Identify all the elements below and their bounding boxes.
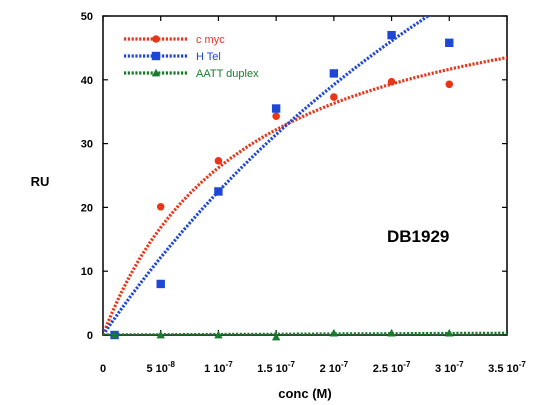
- legend-label-2: H Tel: [196, 51, 221, 63]
- x-tick-label: 0: [100, 363, 106, 375]
- data-point-series-1: [156, 202, 165, 211]
- x-tick-label: 1.5 10-7: [257, 360, 295, 375]
- data-point-series-1: [214, 157, 223, 165]
- data-point-series-3: [110, 330, 119, 339]
- data-point-series-2: [445, 38, 454, 47]
- x-axis-title: conc (M): [278, 386, 331, 401]
- y-axis-title: RU: [31, 174, 50, 189]
- data-point-series-2: [387, 30, 396, 40]
- legend-label-3: AATT duplex: [196, 68, 259, 80]
- x-tick-label: 5 10-8: [146, 360, 175, 375]
- data-point-series-1: [445, 80, 454, 89]
- data-point-series-3: [214, 330, 223, 339]
- fit-curve-series-1: [103, 56, 507, 335]
- y-tick-label: 0: [87, 330, 93, 342]
- data-point-series-2: [271, 104, 281, 113]
- y-tick-label: 30: [81, 139, 93, 151]
- x-tick-label: 1 10-7: [204, 360, 233, 375]
- x-tick-label: 2.5 10-7: [373, 360, 411, 375]
- data-point-series-1: [387, 77, 396, 86]
- data-point-series-3: [445, 328, 454, 337]
- y-tick-label: 10: [81, 266, 93, 278]
- data-point-series-2: [214, 187, 223, 196]
- x-tick-label: 3.5 10-7: [488, 360, 526, 375]
- fit-curve-series-2: [103, 16, 431, 335]
- y-tick-label: 50: [81, 11, 93, 23]
- data-point-series-2: [329, 69, 339, 78]
- data-point-series-2: [156, 279, 165, 289]
- x-tick-label: 3 10-7: [435, 360, 464, 375]
- plot-area: 0 10 20 30 40 50 0 5 10-8 1 10-7 1.5 10-7 2 10-7 2.…: [81, 11, 527, 375]
- data-point-series-3: [271, 332, 281, 341]
- fit-curve-series-3: [103, 331, 507, 335]
- y-tick-label: 40: [81, 75, 93, 87]
- legend-label-1: c myc: [196, 34, 225, 46]
- data-point-series-3: [156, 330, 165, 339]
- y-tick-label: 20: [81, 202, 93, 214]
- legend-marker-1: [152, 35, 160, 43]
- data-point-series-3: [329, 328, 339, 337]
- data-point-series-1: [330, 93, 338, 101]
- legend-marker-3: [151, 68, 161, 77]
- data-point-series-3: [387, 328, 396, 337]
- data-point-series-1: [272, 112, 280, 120]
- x-tick-label: 2 10-7: [320, 360, 349, 375]
- chart-annotation: DB1929: [387, 227, 449, 246]
- legend-marker-2: [151, 51, 161, 61]
